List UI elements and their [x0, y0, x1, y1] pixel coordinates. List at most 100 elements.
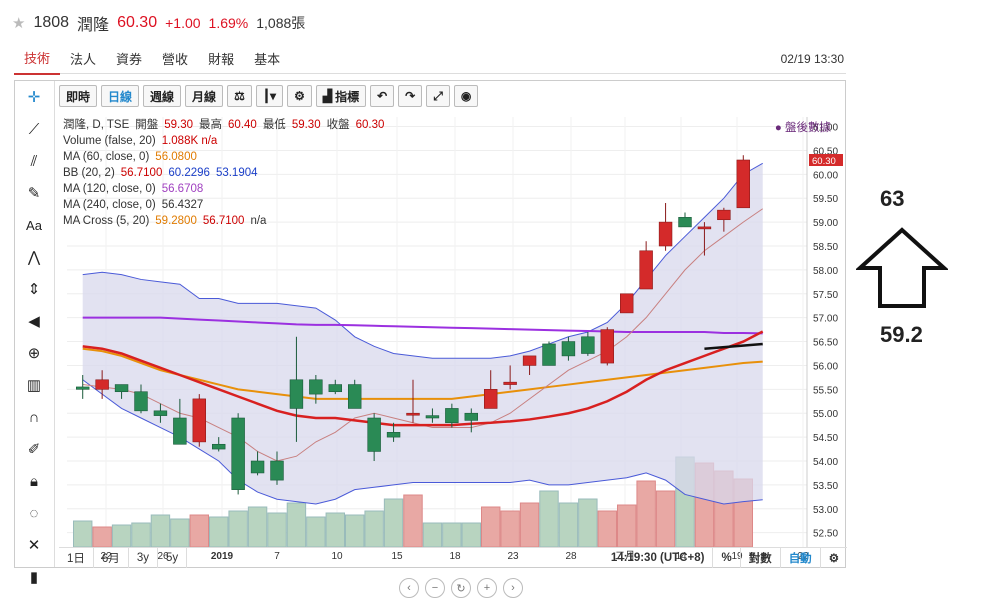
indicator-button[interactable]: ▟ 指標	[315, 85, 367, 107]
eye-icon[interactable]: ◌	[29, 504, 39, 522]
log-toggle[interactable]: 對數	[739, 547, 780, 568]
candle-body	[134, 391, 148, 412]
legend-bb-row[interactable]: BB (20, 2) 56.7100 60.2296 53.1904	[63, 165, 384, 181]
drawing-toolbar: ✛ ⟋ ⫽ ✎ Aa ⋀ ⇕ ◀ ⊕ ▥ ∩ ✐ 🔒︎ ◌ ✕ ▮	[15, 81, 55, 586]
redo-icon[interactable]: ↷	[398, 85, 423, 107]
y-tick-label: 56.00	[813, 361, 838, 372]
tab-basic[interactable]: 基本	[254, 52, 281, 67]
auto-toggle[interactable]: 自動	[779, 547, 820, 568]
range-3y[interactable]: 3y	[129, 547, 158, 568]
stock-name: 潤隆	[77, 17, 110, 34]
pencil-lock-icon[interactable]: ✐	[27, 441, 41, 458]
y-tick-label: 55.00	[813, 409, 838, 420]
tools-icon[interactable]: ✕	[27, 537, 41, 554]
tab-margin[interactable]: 資券	[116, 52, 143, 67]
text-icon[interactable]: Aa	[26, 217, 42, 233]
crosshair-icon[interactable]: ✛	[27, 89, 41, 106]
price-chart[interactable]: 61.00 60.50 60.00 59.50 59.00 58.50 58.00 57.50…	[59, 113, 847, 567]
tab-revenue[interactable]: 營收	[162, 52, 189, 67]
candle-body	[697, 226, 712, 230]
arrow-left-icon[interactable]: ◀	[28, 313, 40, 330]
trash-icon[interactable]: ▮	[29, 569, 39, 586]
candle-body	[503, 381, 517, 385]
candle-body	[231, 417, 245, 490]
compare-icon[interactable]: ⚖	[227, 85, 252, 107]
zoom-icon[interactable]: ⊕	[27, 345, 41, 362]
magnet-icon[interactable]: ∩	[28, 408, 40, 426]
star-icon[interactable]: ★	[12, 15, 26, 32]
macross-label: MA Cross (5, 20)	[63, 215, 150, 227]
chart-frame: ✛ ⟋ ⫽ ✎ Aa ⋀ ⇕ ◀ ⊕ ▥ ∩ ✐ 🔒︎ ◌ ✕ ▮ 即時 日線 …	[14, 80, 847, 598]
volume-bar	[247, 506, 268, 548]
realtime-button[interactable]: 即時	[59, 85, 98, 107]
volume-bar	[597, 510, 617, 548]
percent-toggle[interactable]: %	[712, 547, 739, 568]
legend-ma120-row[interactable]: MA (120, close, 0) 56.6708	[63, 181, 384, 197]
x-tick-label: 22	[797, 551, 809, 562]
gear-icon[interactable]: ⚙	[819, 547, 847, 568]
y-tick-label: 54.50	[813, 433, 838, 444]
candle-body	[717, 209, 731, 221]
candle-body	[114, 384, 129, 393]
candle-type-icon[interactable]: ┃▾	[255, 85, 284, 107]
settings-gear-icon[interactable]: ⚙	[287, 85, 312, 107]
monthly-button[interactable]: 月線	[185, 85, 224, 107]
legend-open: 59.30	[164, 119, 194, 131]
volume-bar	[286, 502, 307, 548]
stock-price: 60.30	[117, 14, 158, 31]
range-6m[interactable]: 6月	[94, 547, 129, 568]
candle-body	[348, 384, 362, 409]
volume-bar	[345, 514, 365, 548]
lock-icon[interactable]: 🔒︎	[30, 472, 38, 490]
range-5y[interactable]: 5y	[158, 547, 188, 568]
tab-technical[interactable]: 技術	[14, 42, 61, 75]
scroll-right-icon[interactable]: ›	[503, 578, 523, 598]
legend-macross-row[interactable]: MA Cross (5, 20) 59.2800 56.7100 n/a	[63, 213, 384, 229]
y-tick-label: 52.50	[813, 529, 838, 540]
brush-icon[interactable]: ✎	[27, 185, 41, 202]
volume-bar	[209, 516, 229, 548]
candle-body	[736, 159, 750, 209]
legend-ma60-row[interactable]: MA (60, close, 0) 56.0800	[63, 149, 384, 165]
volume-bar	[92, 526, 112, 548]
volume-bar	[461, 522, 482, 548]
x-tick-label: 二月	[615, 550, 635, 562]
fullscreen-icon[interactable]: ⤢	[426, 85, 450, 107]
last-price-label: 60.30	[812, 156, 836, 167]
pattern-icon[interactable]: ⋀	[27, 249, 41, 266]
measure-icon[interactable]: ⇕	[27, 281, 41, 298]
price-change: +1.00	[165, 15, 201, 31]
candle-body	[600, 329, 614, 364]
volume-bar	[519, 502, 540, 548]
x-tick-label: 26	[157, 551, 169, 562]
zoom-in-icon[interactable]: +	[477, 578, 497, 598]
legend-title: 潤隆, D, TSE	[63, 119, 130, 131]
camera-icon[interactable]: ◉	[453, 85, 479, 107]
indicator-label: 指標	[335, 89, 360, 104]
undo-icon[interactable]: ↶	[370, 85, 395, 107]
ruler-icon[interactable]: ▥	[26, 377, 42, 394]
reset-icon[interactable]: ↻	[451, 578, 471, 598]
daily-button[interactable]: 日線	[101, 85, 140, 107]
bb-fill	[82, 163, 763, 504]
ma60-label: MA (60, close, 0)	[63, 151, 150, 163]
zoom-out-icon[interactable]: −	[425, 578, 445, 598]
candle-body	[445, 408, 459, 424]
ma120-label: MA (120, close, 0)	[63, 183, 156, 195]
candle-body	[192, 398, 206, 443]
weekly-button[interactable]: 週線	[143, 85, 182, 107]
scroll-left-icon[interactable]: ‹	[399, 578, 419, 598]
legend-volume-row[interactable]: Volume (false, 20) 1.088K n/a	[63, 133, 384, 149]
volume-bar	[539, 490, 559, 548]
tab-institutional[interactable]: 法人	[70, 52, 97, 67]
range-1d[interactable]: 1日	[59, 547, 94, 568]
fib-icon[interactable]: ⫽	[30, 152, 38, 170]
candle-body	[406, 412, 420, 416]
trendline-icon[interactable]: ⟋	[28, 120, 40, 138]
y-tick-label: 54.00	[813, 457, 838, 468]
legend-ma240-row[interactable]: MA (240, close, 0) 56.4327	[63, 197, 384, 213]
tab-financials[interactable]: 財報	[208, 52, 235, 67]
y-tick-label: 59.50	[813, 194, 838, 205]
candle-body	[484, 389, 498, 409]
after-hours-label[interactable]: ● 盤後數據	[774, 122, 831, 134]
